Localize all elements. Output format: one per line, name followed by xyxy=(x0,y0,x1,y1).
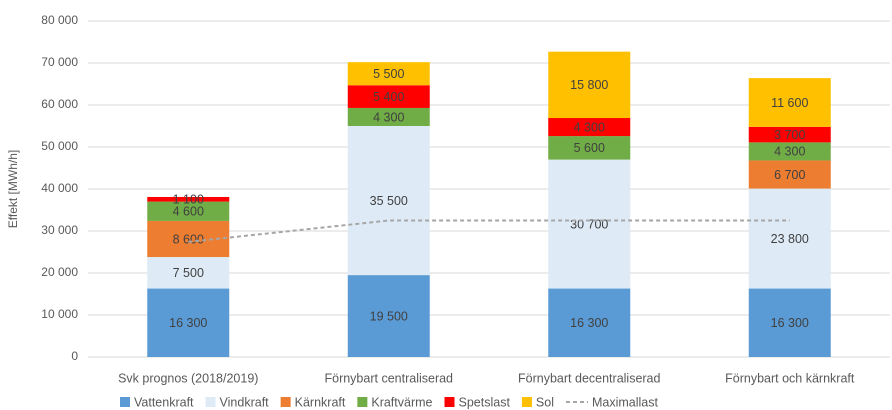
data-label: 4 600 xyxy=(173,205,204,219)
legend-swatch xyxy=(280,397,291,407)
legend-label: Maximallast xyxy=(592,395,659,409)
legend-label: Vattenkraft xyxy=(134,395,194,409)
bar-segment xyxy=(548,159,631,289)
data-label: 5 400 xyxy=(373,90,404,104)
y-tick-label: 20 000 xyxy=(41,265,78,279)
data-label: 16 300 xyxy=(169,316,207,330)
bar-segment xyxy=(347,62,430,86)
bar-segment xyxy=(548,51,631,119)
legend-label: Kärnkraft xyxy=(295,395,346,409)
y-tick-label: 60 000 xyxy=(41,97,78,111)
legend-swatch xyxy=(357,397,368,407)
y-tick-label: 40 000 xyxy=(41,181,78,195)
y-tick-label: 70 000 xyxy=(41,55,78,69)
bar-segment xyxy=(748,142,831,161)
y-tick-label: 80 000 xyxy=(41,13,78,27)
data-label: 11 600 xyxy=(771,96,808,110)
data-label: 16 300 xyxy=(570,316,608,330)
data-label: 5 600 xyxy=(574,141,605,155)
data-label: 4 300 xyxy=(774,145,805,159)
legend-label: Vindkraft xyxy=(220,395,270,409)
data-label: 7 500 xyxy=(173,266,204,280)
legend-label: Spetslast xyxy=(459,395,511,409)
y-tick-label: 30 000 xyxy=(41,223,78,237)
data-label: 8 600 xyxy=(173,232,204,246)
bar-segment xyxy=(748,78,831,127)
data-label: 30 700 xyxy=(570,217,608,231)
legend-swatch xyxy=(120,397,130,407)
legend-swatch xyxy=(444,397,455,407)
data-label: 4 300 xyxy=(373,110,404,124)
bar-segment xyxy=(548,118,631,137)
legend-label: Sol xyxy=(536,395,554,409)
data-label: 35 500 xyxy=(370,194,408,208)
bar-segment xyxy=(748,188,831,289)
bar-segment xyxy=(147,220,230,258)
data-label: 6 700 xyxy=(774,168,805,182)
data-label: 1 100 xyxy=(173,193,204,207)
data-label: 16 300 xyxy=(771,316,809,330)
y-tick-label: 0 xyxy=(71,349,78,363)
y-tick-label: 50 000 xyxy=(41,139,78,153)
bar-segment xyxy=(347,85,430,108)
x-tick-label: Svk prognos (2018/2019) xyxy=(118,371,258,385)
legend-swatch xyxy=(521,397,532,407)
data-label: 19 500 xyxy=(370,309,408,323)
bar-segment xyxy=(347,107,430,126)
data-label: 3 700 xyxy=(774,128,805,142)
x-tick-label: Förnybart decentraliserad xyxy=(518,371,660,385)
data-label: 5 500 xyxy=(373,67,404,81)
bar-segment xyxy=(147,196,230,202)
y-axis-label: Effekt [MWh/h] xyxy=(6,150,20,228)
bar-segment xyxy=(347,275,430,357)
bar-segment xyxy=(147,288,230,357)
data-label: 15 800 xyxy=(570,78,608,92)
y-tick-label: 10 000 xyxy=(41,307,78,321)
legend-swatch xyxy=(205,397,216,407)
x-tick-label: Förnybart och kärnkraft xyxy=(725,371,855,385)
bar-segment xyxy=(548,288,631,357)
bar-segment xyxy=(748,126,831,143)
bar-segment xyxy=(347,126,430,276)
bar-segment xyxy=(748,160,831,189)
data-label: 23 800 xyxy=(771,232,809,246)
x-tick-label: Förnybart centraliserad xyxy=(324,371,453,385)
bar-segment xyxy=(748,288,831,357)
bar-segment xyxy=(548,136,631,160)
legend-label: Kraftvärme xyxy=(371,395,432,409)
data-label: 4 300 xyxy=(574,120,605,134)
bar-segment xyxy=(147,201,230,221)
bar-segment xyxy=(147,257,230,289)
line-series xyxy=(188,219,790,243)
